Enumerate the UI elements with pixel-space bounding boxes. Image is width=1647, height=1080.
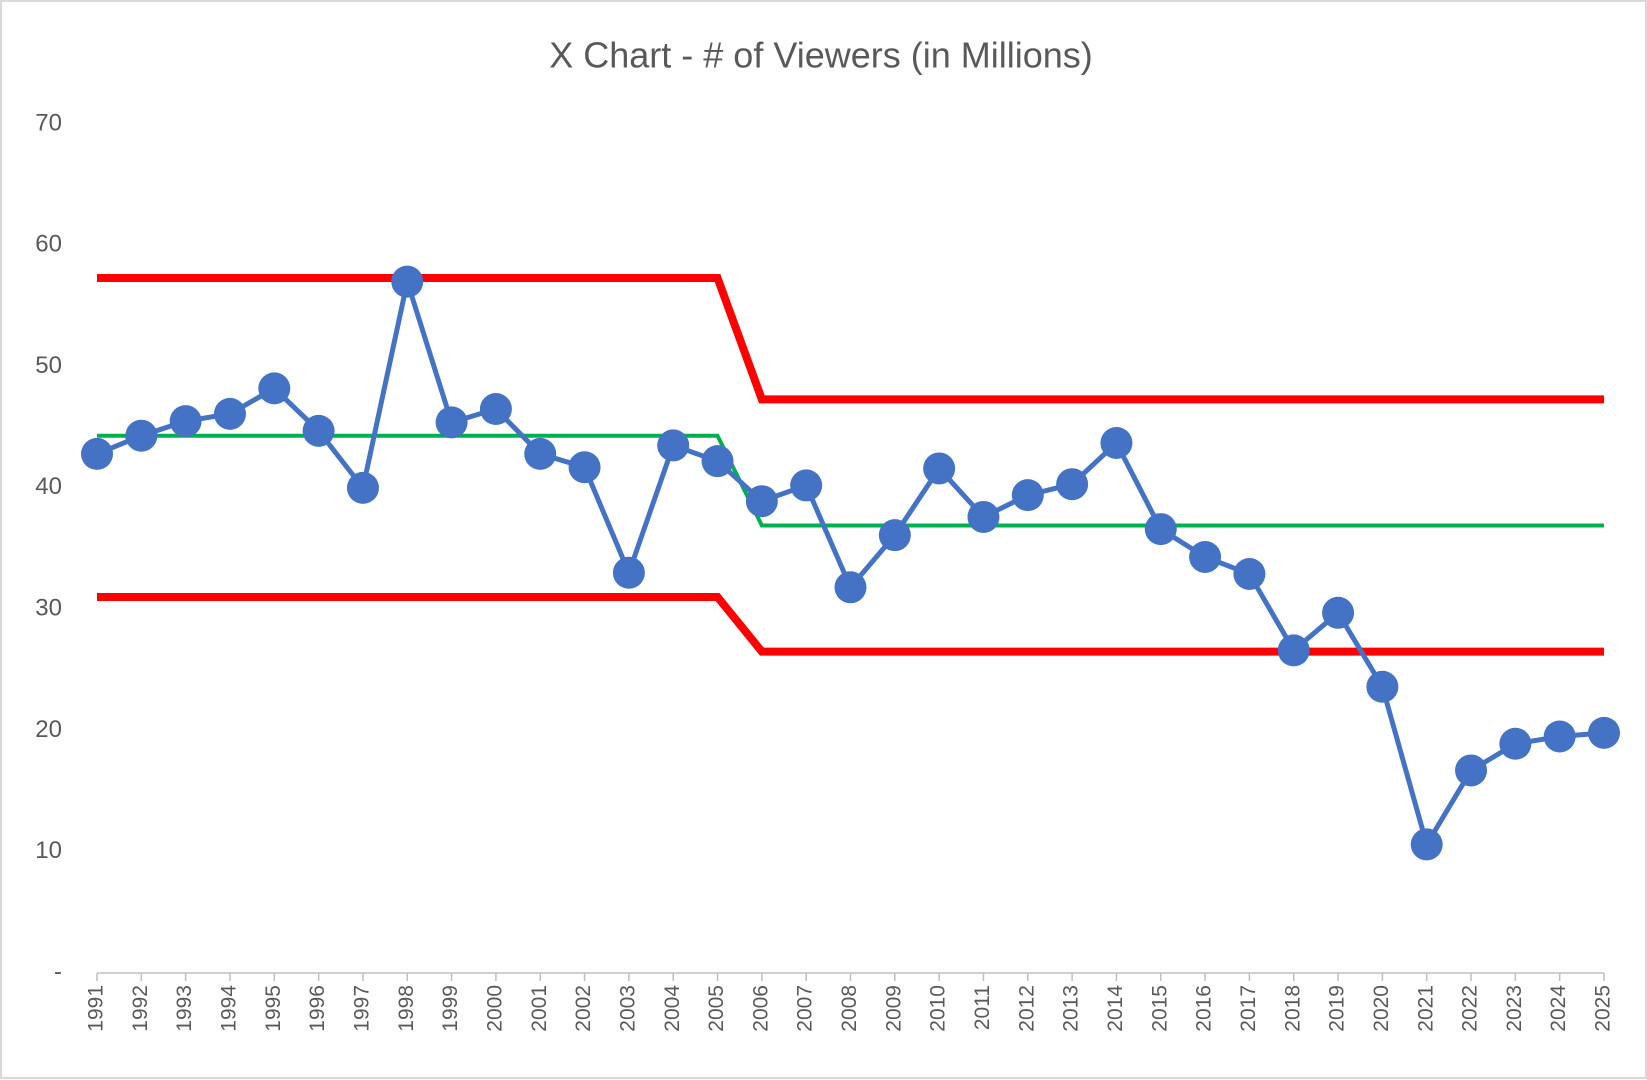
x-tick-label: 2010 (927, 985, 950, 1032)
x-tick-label: 1992 (129, 985, 152, 1032)
data-point (657, 429, 690, 462)
data-point (612, 556, 645, 589)
y-tick-label: 50 (35, 352, 62, 379)
x-tick-label: 2004 (661, 985, 684, 1032)
x-tick-label: 2005 (705, 985, 728, 1032)
x-tick-label: 2011 (971, 985, 994, 1030)
data-point (1100, 426, 1133, 459)
data-point (1455, 754, 1488, 787)
x-tick-label: 2025 (1592, 985, 1615, 1032)
x-tick-label: 1997 (350, 985, 373, 1032)
data-point (479, 393, 512, 426)
x-tick-label: 2006 (749, 985, 772, 1032)
data-point (125, 419, 158, 452)
data-point (346, 471, 379, 504)
data-point (923, 452, 956, 485)
data-point (834, 571, 867, 604)
x-tick-label: 2023 (1503, 985, 1526, 1032)
data-point (967, 500, 1000, 533)
x-tick-label: 2015 (1148, 985, 1171, 1032)
x-tick-label: 2014 (1104, 985, 1127, 1032)
data-point (1543, 720, 1576, 753)
data-point (568, 451, 601, 484)
x-tick-label: 1994 (218, 985, 241, 1032)
x-tick-label: 2017 (1237, 985, 1260, 1032)
data-point (524, 437, 557, 470)
x-tick-label: 1993 (173, 985, 196, 1032)
y-tick-label: 20 (35, 716, 62, 743)
data-point (1499, 727, 1532, 760)
data-point (1410, 828, 1443, 861)
x-tick-label: 1991 (85, 985, 108, 1032)
y-tick-label: 10 (35, 837, 62, 864)
x-tick-label: 2022 (1459, 985, 1482, 1032)
y-tick-label: 70 (35, 109, 62, 136)
x-tick-label: 2001 (528, 985, 551, 1032)
x-tick-label: 2002 (572, 985, 595, 1032)
data-point (1056, 468, 1089, 501)
x-tick-label: 2012 (1015, 985, 1038, 1032)
x-tick-label: 2024 (1547, 985, 1570, 1032)
x-tick-label: 2007 (794, 985, 817, 1032)
y-tick-label: 30 (35, 594, 62, 621)
x-tick-label: 2003 (616, 985, 639, 1032)
x-tick-label: 2009 (882, 985, 905, 1032)
series-line (97, 433, 1604, 528)
x-tick-label: 2000 (483, 985, 506, 1032)
x-tick-label: 2018 (1281, 985, 1304, 1032)
data-point (391, 265, 424, 298)
data-point (1233, 557, 1266, 590)
data-point (258, 372, 291, 405)
data-point (169, 405, 202, 438)
y-tick-label: - (54, 958, 62, 985)
y-tick-label: 60 (35, 231, 62, 258)
data-point (1366, 670, 1399, 703)
x-tick-label: 1999 (439, 985, 462, 1032)
x-tick-label: 2008 (838, 985, 861, 1032)
x-tick-label: 1998 (395, 985, 418, 1032)
data-point (1322, 596, 1355, 629)
data-point (302, 414, 335, 447)
x-tick-label: 2021 (1414, 985, 1437, 1032)
x-tick-label: 1995 (262, 985, 285, 1032)
data-point (213, 397, 246, 430)
series-line (97, 274, 1604, 404)
data-point (1189, 540, 1222, 573)
x-tick-label: 2013 (1060, 985, 1083, 1032)
data-point (1144, 513, 1177, 546)
data-point (1011, 479, 1044, 512)
data-point (790, 469, 823, 502)
data-point (1588, 716, 1620, 749)
chart-title: X Chart - # of Viewers (in Millions) (549, 35, 1093, 76)
series-line (97, 593, 1604, 656)
x-tick-label: 2020 (1370, 985, 1393, 1032)
data-point (435, 406, 468, 439)
x-tick-label: 1996 (306, 985, 329, 1032)
data-point (745, 485, 778, 518)
y-tick-label: 40 (35, 473, 62, 500)
data-point (1277, 634, 1310, 667)
data-point (81, 437, 113, 470)
data-point (701, 445, 734, 478)
x-tick-label: 2016 (1193, 985, 1216, 1032)
data-point (878, 519, 911, 552)
x-tick-label: 2019 (1326, 985, 1349, 1032)
